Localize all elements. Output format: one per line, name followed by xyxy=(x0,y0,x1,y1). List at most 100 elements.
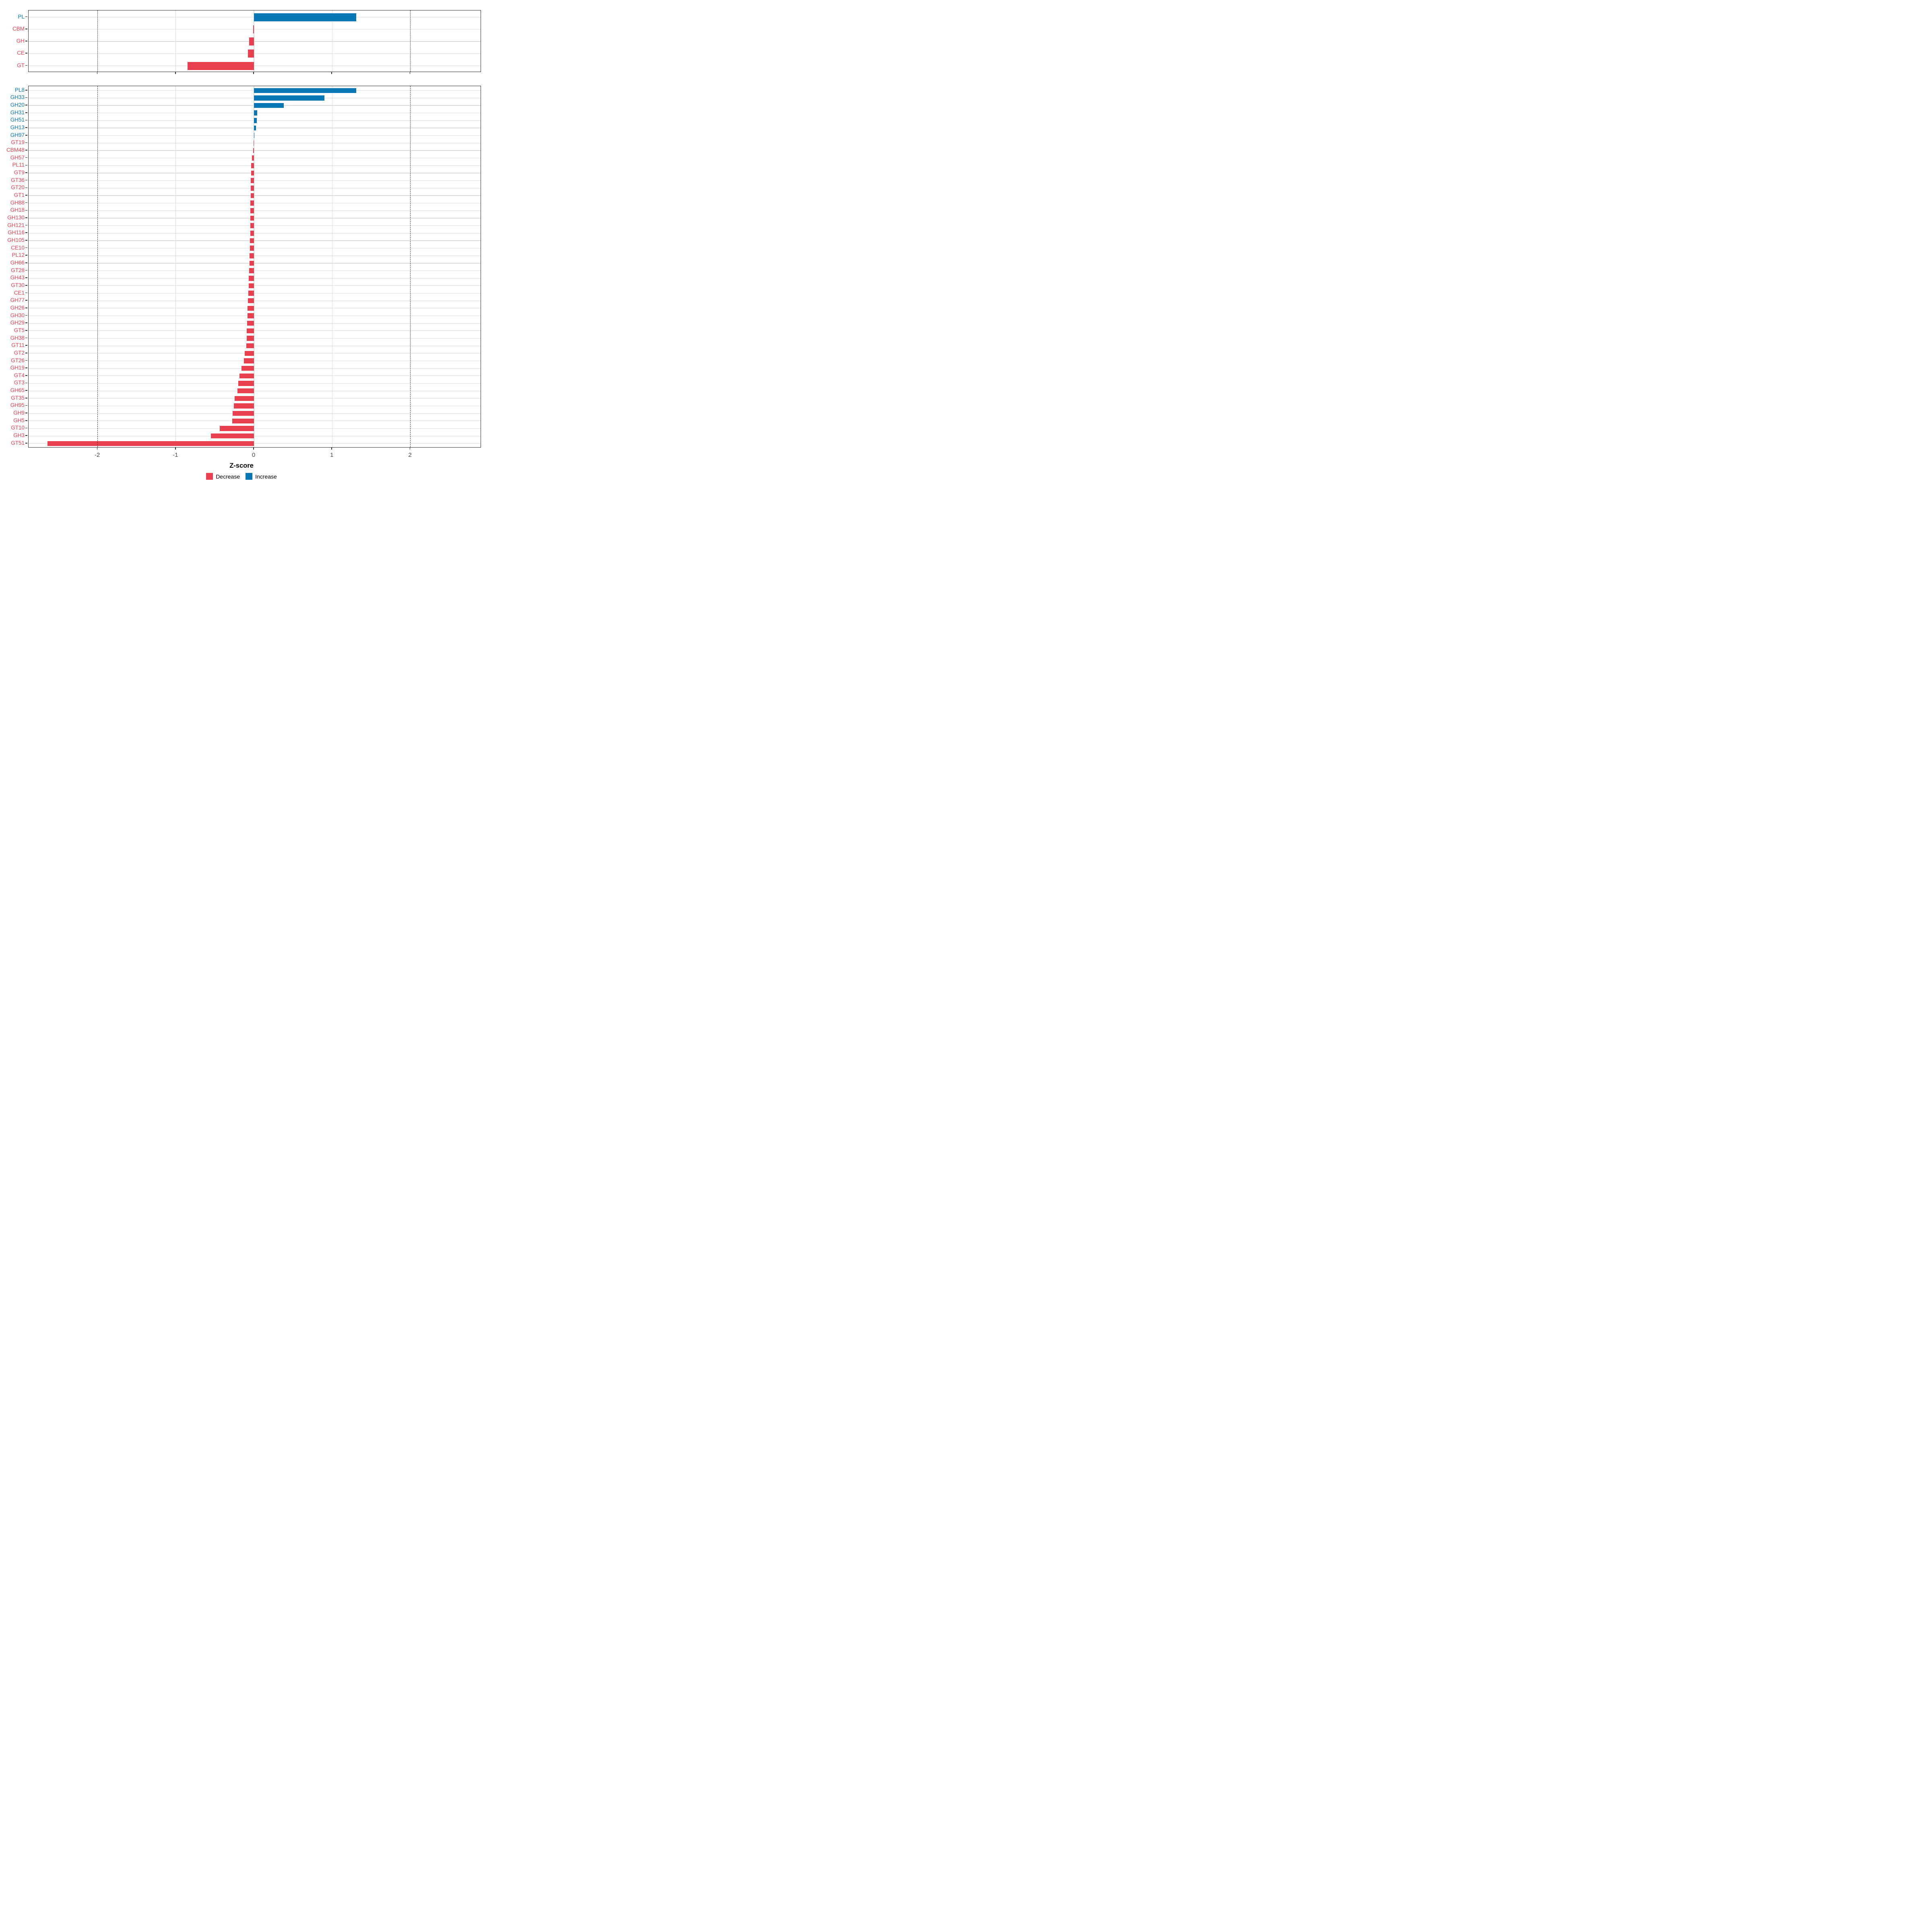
row-gridline xyxy=(28,285,481,286)
category-label-gt10: GT10 xyxy=(11,425,25,431)
category-label-gt: GT xyxy=(17,62,25,68)
category-label-gt9: GT9 xyxy=(14,169,25,175)
vertical-gridline xyxy=(175,86,176,447)
bar-pl11 xyxy=(251,163,254,168)
row-gridline xyxy=(28,323,481,324)
category-label-gt26: GT26 xyxy=(11,357,25,363)
bar-gt30 xyxy=(248,283,254,289)
bar-cbm xyxy=(253,25,254,33)
category-tick xyxy=(25,442,27,444)
category-tick xyxy=(25,262,27,263)
category-label-gh43: GH43 xyxy=(10,275,25,281)
row-gridline xyxy=(28,330,481,331)
category-label-gh97: GH97 xyxy=(10,132,25,138)
category-label-gh95: GH95 xyxy=(10,402,25,409)
category-label-gt19: GT19 xyxy=(11,139,25,146)
category-tick xyxy=(25,367,27,368)
category-tick xyxy=(25,65,27,66)
bar-gh66 xyxy=(249,260,254,266)
category-label-ce10: CE10 xyxy=(11,244,25,251)
bar-gt20 xyxy=(250,186,254,191)
x-axis-tick xyxy=(175,72,176,74)
bar-gh5 xyxy=(232,418,254,424)
bar-gh77 xyxy=(248,298,254,303)
bar-gt36 xyxy=(251,178,254,183)
category-tick xyxy=(25,120,27,121)
category-label-gt4: GT4 xyxy=(14,372,25,378)
category-tick xyxy=(25,360,27,361)
bar-gh38 xyxy=(246,336,254,341)
bar-gh116 xyxy=(250,231,254,236)
category-tick xyxy=(25,165,27,166)
category-tick xyxy=(25,420,27,421)
category-tick xyxy=(25,382,27,384)
vertical-gridline xyxy=(175,10,176,72)
category-label-gh20: GH20 xyxy=(10,102,25,108)
category-tick xyxy=(25,157,27,158)
category-tick xyxy=(25,270,27,271)
bar-ce1 xyxy=(248,291,254,296)
category-label-gh57: GH57 xyxy=(10,154,25,161)
category-label-gh38: GH38 xyxy=(10,334,25,341)
bar-gh31 xyxy=(254,110,257,116)
bar-gh xyxy=(249,37,254,45)
x-axis-tick xyxy=(97,72,98,74)
category-label-pl: PL xyxy=(18,13,25,20)
category-label-pl8: PL8 xyxy=(14,87,25,93)
category-tick xyxy=(25,53,27,54)
category-tick xyxy=(25,240,27,241)
category-label-gh66: GH66 xyxy=(10,259,25,266)
bar-gt3 xyxy=(238,381,254,386)
bar-gh13 xyxy=(254,125,256,131)
row-gridline xyxy=(28,278,481,279)
bar-gh30 xyxy=(247,313,254,318)
category-label-gt36: GT36 xyxy=(11,177,25,183)
bar-pl12 xyxy=(250,253,254,258)
category-label-gt2: GT2 xyxy=(14,349,25,356)
legend-item-increase: Increase xyxy=(246,473,277,480)
category-label-gh: GH xyxy=(16,38,25,44)
x-axis-tick xyxy=(331,448,332,450)
category-tick xyxy=(25,142,27,143)
row-gridline xyxy=(28,383,481,384)
category-label-gh9: GH9 xyxy=(13,410,25,416)
category-tick xyxy=(25,232,27,233)
category-tick xyxy=(25,217,27,218)
x-axis-tick xyxy=(409,448,411,450)
category-tick xyxy=(25,134,27,136)
category-tick xyxy=(25,277,27,279)
zscore-bar-chart-figure: Z-score Decrease Increase PL CBM GH CE GT PL8 G… xyxy=(0,0,483,483)
bar-gh121 xyxy=(250,223,254,228)
bar-gh88 xyxy=(250,200,254,206)
bar-gt35 xyxy=(235,396,254,401)
x-axis-tick-label: 0 xyxy=(252,452,256,458)
category-label-gh31: GH31 xyxy=(10,109,25,116)
category-label-gh88: GH88 xyxy=(10,199,25,206)
bar-cbm48 xyxy=(253,148,254,153)
x-axis-tick xyxy=(409,72,411,74)
bar-gh57 xyxy=(252,155,254,161)
category-tick xyxy=(25,127,27,128)
bar-ce xyxy=(248,50,254,58)
category-label-gh130: GH130 xyxy=(7,214,25,221)
legend-swatch-increase xyxy=(246,473,253,480)
category-label-gt11: GT11 xyxy=(11,342,25,349)
category-tick xyxy=(25,180,27,181)
legend-label: Decrease xyxy=(216,473,240,480)
category-label-ce1: CE1 xyxy=(14,289,25,296)
category-tick xyxy=(25,315,27,316)
bar-gh130 xyxy=(250,215,254,221)
bar-pl8 xyxy=(254,88,357,93)
bar-gt28 xyxy=(249,268,254,273)
category-label-gh121: GH121 xyxy=(7,222,25,228)
panel-cazyme-class xyxy=(28,10,481,72)
bar-gt4 xyxy=(239,373,254,379)
category-label-gh18: GH18 xyxy=(10,207,25,213)
panel-cazyme-family xyxy=(28,86,481,448)
category-tick xyxy=(25,225,27,226)
bar-gt xyxy=(187,62,254,70)
category-label-gt20: GT20 xyxy=(11,184,25,191)
category-label-gh77: GH77 xyxy=(10,297,25,303)
category-tick xyxy=(25,345,27,346)
row-gridline xyxy=(28,338,481,339)
